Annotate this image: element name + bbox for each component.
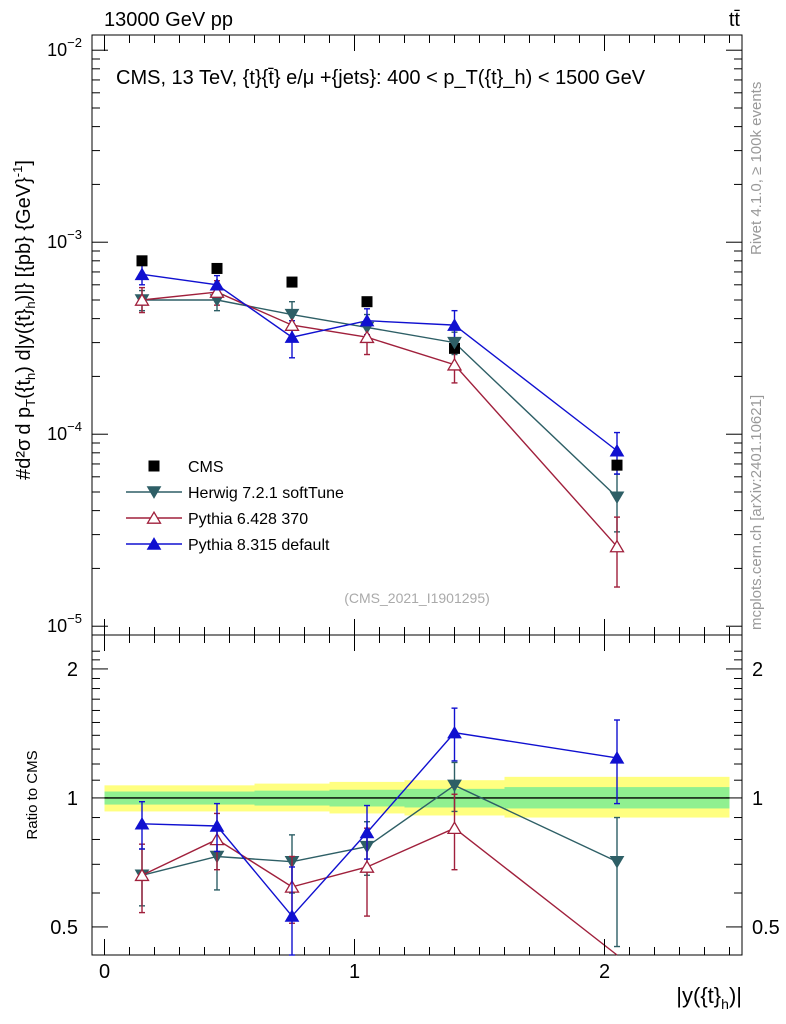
ratio-y-tick-label-right: 2	[752, 659, 763, 681]
ratio-marks-layer	[104, 707, 730, 956]
data-point-pythia-8-315-default	[447, 318, 462, 331]
main-y-tick-label: 10−3	[47, 227, 82, 252]
data-point-pythia-8-315-default	[209, 277, 225, 291]
analysis-watermark: (CMS_2021_I1901295)	[344, 590, 490, 606]
ylabel-hash: #	[13, 468, 35, 480]
data-point-pythia-6-428-370	[134, 292, 150, 306]
data-point-pythia-6-428-370	[359, 330, 375, 344]
ratio-y-tick-label: 1	[67, 788, 78, 810]
data-point-pythia-8-315-default	[359, 313, 375, 327]
ratio-line-pythia-6-428-370	[141, 827, 618, 956]
x-axis-label: |y({t}h)|	[676, 983, 742, 1012]
data-point-cms	[136, 255, 148, 267]
data-point-cms	[361, 296, 373, 308]
legend-marker	[148, 460, 160, 472]
rivet-label: Rivet 4.1.0, ≥ 100k events	[748, 82, 765, 255]
data-point-cms	[211, 262, 223, 274]
data-point-pythia-8-315-default	[134, 267, 150, 281]
x-tick-label: 1	[349, 961, 360, 983]
legend: CMS Herwig 7.2.1 softTune Pythia 6.428 370…	[126, 459, 344, 554]
ylabel-close: ]	[13, 160, 35, 166]
main-y-axis-label-full: d²σ / d p_T({t}_h) d|y({t}_h)| [{pb} {Ge…	[1, 1018, 21, 1021]
data-point-cms	[286, 276, 298, 288]
ratio-point-pythia-6-428-370	[134, 868, 150, 882]
ratio-point-herwig-7-2-1-softtune	[447, 779, 462, 793]
series-line-pythia-6-428-370	[141, 291, 618, 548]
legend-label: Pythia 8.315 default	[188, 537, 330, 554]
ylabel-arg-sub: h	[23, 373, 38, 380]
axes-layer: 10−5 10−4 10−3 10−2 0 1 2 0.5 0.5 1 1 2 2	[47, 35, 780, 983]
series-line-herwig-7-2-1-softtune	[142, 299, 618, 498]
data-point-pythia-6-428-370	[609, 539, 625, 553]
ratio-point-pythia-8-315-default	[209, 819, 225, 832]
ylabel-d2sigma: d²σ	[13, 438, 35, 469]
process-label: tt̄	[729, 9, 741, 31]
ratio-point-pythia-8-315-default	[284, 909, 300, 922]
legend-marker	[146, 486, 162, 499]
data-point-pythia-6-428-370	[446, 357, 463, 371]
mcplots-label: mcplots.cern.ch [arXiv:2401.10621]	[748, 395, 765, 630]
ylabel-arg: ({t	[13, 380, 35, 399]
data-point-pythia-8-315-default	[284, 330, 300, 343]
main-y-tick-label: 10−5	[47, 611, 82, 636]
ylabel-pt-sub: T	[23, 399, 38, 407]
ratio-point-pythia-6-428-370	[359, 859, 375, 873]
ratio-y-axis-label: Ratio to CMS	[24, 750, 41, 839]
data-point-herwig-7-2-1-softtune	[447, 336, 462, 350]
ratio-point-herwig-7-2-1-softtune	[609, 855, 625, 869]
main-y-axis-label: #d²σd pT({th) d|y({t}h)|} [{pb} {GeV}-1]	[10, 160, 38, 480]
data-point-herwig-7-2-1-softtune	[609, 491, 625, 505]
ratio-y-tick-label: 0.5	[50, 917, 78, 939]
ratio-point-pythia-8-315-default	[609, 751, 625, 764]
series-line-pythia-8-315-default	[141, 273, 618, 452]
ratio-point-pythia-6-428-370	[446, 821, 463, 835]
legend-label: Herwig 7.2.1 softTune	[188, 485, 344, 502]
ratio-point-pythia-8-315-default	[134, 817, 150, 830]
ylabel-rest-sub: h	[23, 301, 38, 308]
ratio-y-tick-label-right: 0.5	[752, 917, 780, 939]
ratio-point-pythia-8-315-default	[447, 725, 462, 739]
legend-marker	[146, 537, 162, 550]
svg-text:#d²σd pT({th) d|y({t}h)|} [{pb: #d²σd pT({th) d|y({t}h)|} [{pb} {GeV}-1]	[10, 160, 38, 480]
data-point-herwig-7-2-1-softtune	[284, 308, 300, 322]
ratio-point-pythia-8-315-default	[359, 825, 375, 839]
data-point-pythia-6-428-370	[284, 317, 300, 331]
legend-label: Pythia 6.428 370	[188, 511, 308, 528]
main-title: CMS, 13 TeV, {t}{t̄} e/μ +{jets}: 400 < …	[116, 67, 646, 89]
legend-label: CMS	[188, 459, 224, 476]
ratio-line-herwig-7-2-1-softtune	[141, 784, 618, 876]
main-y-tick-label: 10−4	[47, 419, 82, 444]
ratio-panel-frame	[91, 634, 743, 956]
ratio-y-tick-label: 2	[67, 659, 78, 681]
legend-marker	[146, 510, 162, 524]
data-point-cms	[611, 459, 623, 471]
ratio-line-pythia-8-315-default	[141, 731, 618, 918]
data-point-pythia-6-428-370	[209, 284, 225, 298]
ylabel-units-sup: -1	[10, 166, 25, 178]
energy-label: 13000 GeV pp	[104, 9, 233, 31]
x-axis-label-data: |y({t}_h)|	[2, 1020, 6, 1023]
x-tick-label: 2	[599, 961, 610, 983]
ylabel-rest: ) d|y({t}	[13, 308, 35, 372]
data-point-pythia-8-315-default	[609, 443, 625, 457]
main-y-tick-label: 10−2	[47, 35, 82, 60]
ylabel-units: )|} [{pb} {GeV}	[13, 177, 35, 302]
ratio-y-tick-label-right: 1	[752, 788, 763, 810]
x-tick-label: 0	[99, 961, 110, 983]
ylabel-dpt: d p	[13, 407, 35, 435]
main-marks-layer	[134, 255, 625, 588]
